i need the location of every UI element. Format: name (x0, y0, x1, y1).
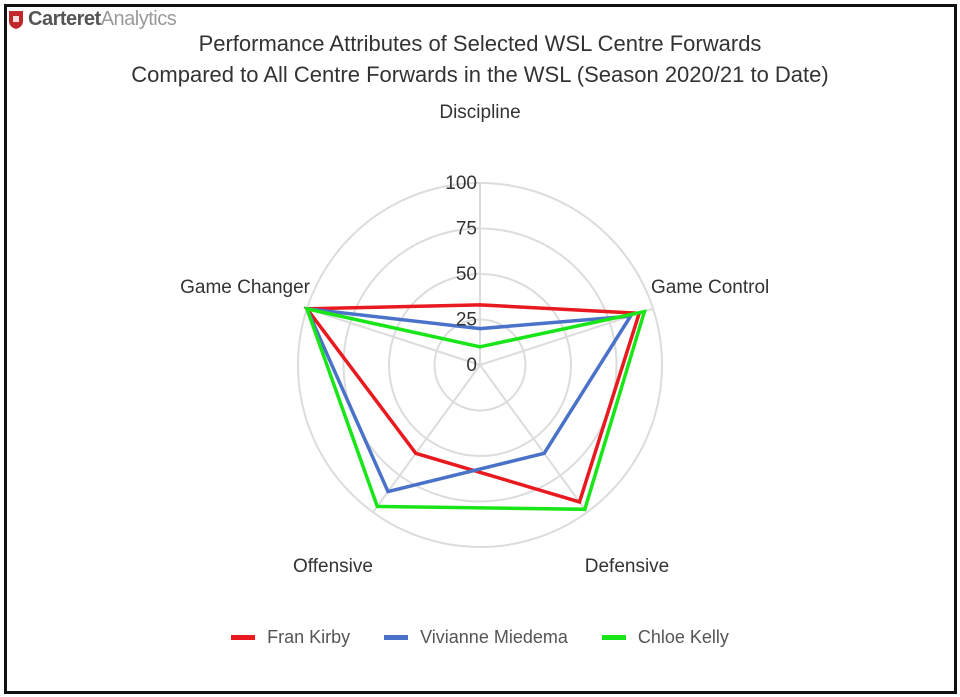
radar-series (303, 303, 647, 512)
legend-label: Chloe Kelly (637, 627, 729, 647)
r-tick-label: 0 (466, 355, 477, 376)
legend-item: Vivianne Miedema (384, 627, 568, 648)
axis-label-discipline: Discipline (439, 102, 520, 123)
grid-spoke (306, 307, 481, 366)
brand-name-bold: Carteret (28, 8, 101, 30)
grid-spoke (372, 364, 481, 513)
r-tick-label: 75 (456, 219, 477, 240)
series-chloe-kelly (304, 306, 647, 512)
brand-logo: Carteret Analytics (8, 8, 177, 31)
legend-label: Vivianne Miedema (420, 627, 568, 647)
brand-name-light: Analytics (100, 8, 177, 30)
axis-label-defensive: Defensive (585, 556, 670, 577)
legend-label: Fran Kirby (267, 627, 351, 647)
legend-swatch (601, 635, 626, 640)
chart-title-line-1: Performance Attributes of Selected WSL C… (198, 31, 762, 56)
radar-labels: 0 25 50 75 100 Discipline Game Control Defensiv… (180, 102, 769, 577)
legend-swatch (384, 635, 409, 640)
legend-item: Fran Kirby (231, 627, 350, 648)
axis-label-game-control: Game Control (651, 277, 769, 298)
shield-icon (9, 10, 23, 29)
chart-title-line-2: Compared to All Centre Forwards in the W… (131, 62, 829, 87)
legend-item: Chloe Kelly (601, 627, 729, 648)
chart-title: Performance Attributes of Selected WSL C… (0, 28, 960, 90)
grid-spoke (479, 364, 588, 513)
chart-legend: Fran Kirby Vivianne Miedema Chloe Kelly (0, 627, 960, 648)
series-vivianne-miedema (304, 306, 634, 494)
axis-label-offensive: Offensive (293, 556, 373, 577)
legend-swatch (231, 635, 256, 640)
r-tick-label: 100 (445, 173, 477, 194)
radar-grid (297, 182, 663, 548)
r-tick-label: 50 (456, 264, 477, 285)
r-tick-label: 25 (456, 310, 477, 331)
axis-label-game-changer: Game Changer (180, 277, 311, 298)
series-fran-kirby (303, 303, 642, 505)
